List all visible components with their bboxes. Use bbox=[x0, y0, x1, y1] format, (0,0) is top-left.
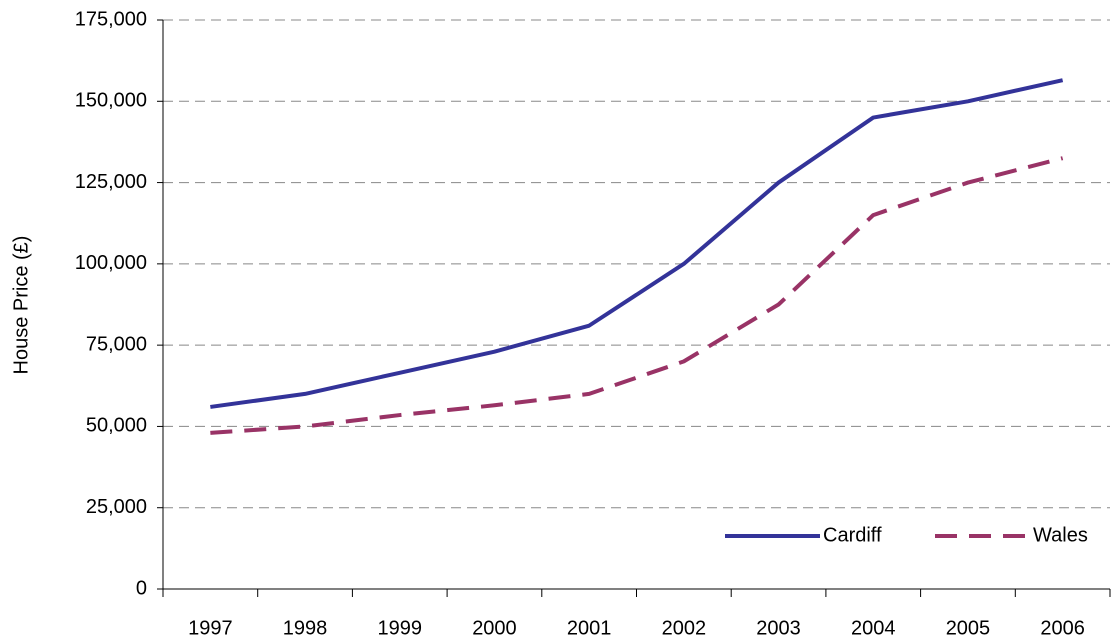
y-tick-label: 50,000 bbox=[86, 415, 147, 437]
y-axis-title: House Price (£) bbox=[10, 236, 32, 375]
series-line bbox=[210, 78, 1064, 409]
x-tick-label: 1999 bbox=[378, 617, 423, 639]
x-tick-label: 2003 bbox=[756, 617, 801, 639]
y-tick-label: 75,000 bbox=[86, 333, 147, 355]
y-tick-label: 25,000 bbox=[86, 496, 147, 518]
x-tick-label: 2000 bbox=[472, 617, 517, 639]
x-tick-label: 1998 bbox=[283, 617, 328, 639]
legend-label: Cardiff bbox=[823, 524, 882, 546]
x-tick-label: 2005 bbox=[946, 617, 991, 639]
legend-label: Wales bbox=[1033, 524, 1088, 546]
x-tick-label: 2001 bbox=[567, 617, 612, 639]
y-tick-label: 100,000 bbox=[75, 252, 147, 274]
y-tick-label: 175,000 bbox=[75, 8, 147, 30]
y-tick-label: 125,000 bbox=[75, 171, 147, 193]
x-tick-label: 2004 bbox=[851, 617, 896, 639]
series-line bbox=[210, 156, 1064, 435]
x-tick-label: 1997 bbox=[188, 617, 233, 639]
x-tick-label: 2006 bbox=[1040, 617, 1085, 639]
x-tick-label: 2002 bbox=[662, 617, 707, 639]
y-tick-label: 150,000 bbox=[75, 90, 147, 112]
y-tick-label: 0 bbox=[136, 577, 147, 599]
